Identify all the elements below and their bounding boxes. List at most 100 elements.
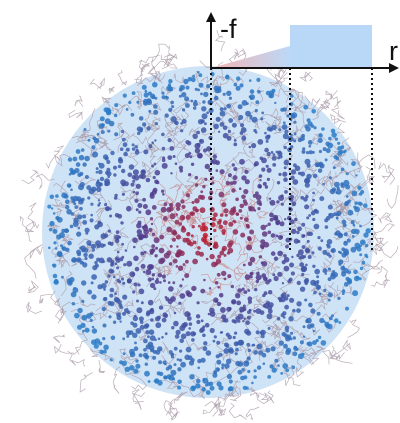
polymer-bead: [218, 385, 223, 390]
polymer-bead: [233, 229, 239, 235]
polymer-strand: [334, 340, 350, 354]
polymer-bead: [73, 196, 79, 202]
polymer-bead: [255, 191, 259, 195]
polymer-bead: [288, 316, 293, 321]
polymer-bead: [265, 225, 267, 227]
polymer-bead: [98, 221, 102, 225]
polymer-bead: [96, 182, 102, 188]
polymer-bead: [138, 211, 141, 214]
polymer-bead: [283, 177, 288, 182]
polymer-bead: [189, 212, 193, 216]
polymer-bead: [244, 170, 248, 174]
polymer-bead: [122, 138, 126, 142]
polymer-bead: [233, 143, 237, 147]
polymer-bead: [146, 178, 151, 183]
polymer-bead: [297, 226, 302, 231]
polymer-bead: [252, 344, 255, 347]
polymer-bead: [354, 229, 359, 234]
polymer-bead: [301, 223, 305, 227]
polymer-bead: [285, 336, 291, 342]
polymer-bead: [355, 174, 357, 176]
polymer-bead: [152, 273, 155, 276]
polymer-bead: [325, 142, 329, 146]
polymer-bead: [283, 121, 286, 124]
polymer-bead: [303, 255, 306, 258]
polymer-bead: [206, 390, 211, 395]
polymer-bead: [152, 356, 156, 360]
polymer-bead: [102, 337, 105, 340]
polymer-bead: [176, 265, 179, 268]
polymer-bead: [149, 329, 155, 335]
polymer-bead: [184, 96, 189, 101]
polymer-bead: [113, 321, 116, 324]
polymer-bead: [247, 316, 251, 320]
polymer-bead: [49, 221, 54, 226]
polymer-bead: [148, 228, 152, 232]
polymer-bead: [244, 202, 248, 206]
polymer-bead: [153, 287, 156, 290]
polymer-bead: [98, 199, 100, 201]
polymer-bead: [200, 93, 203, 96]
polymer-bead: [123, 142, 128, 147]
polymer-bead: [144, 92, 149, 97]
polymer-bead: [284, 160, 290, 166]
globule-background: [42, 66, 374, 398]
polymer-bead: [254, 369, 257, 372]
polymer-bead: [143, 339, 148, 344]
polymer-bead: [223, 93, 226, 96]
polymer-bead: [92, 249, 95, 252]
polymer-bead: [228, 222, 233, 227]
polymer-bead: [60, 244, 63, 247]
polymer-bead: [122, 337, 125, 340]
polymer-bead: [172, 281, 175, 284]
polymer-bead: [191, 286, 196, 291]
polymer-bead: [173, 259, 178, 264]
polymer-bead: [316, 275, 319, 278]
polymer-bead: [91, 281, 94, 284]
polymer-bead: [198, 119, 203, 124]
polymer-bead: [129, 164, 135, 170]
polymer-bead: [220, 169, 225, 174]
polymer-bead: [80, 323, 85, 328]
polymer-bead: [262, 261, 268, 267]
polymer-bead: [281, 313, 285, 317]
polymer-bead: [223, 208, 228, 213]
polymer-bead: [308, 140, 313, 145]
polymer-bead: [308, 255, 312, 259]
polymer-bead: [331, 132, 336, 137]
polymer-bead: [327, 244, 331, 248]
polymer-strand: [75, 96, 83, 106]
polymer-bead: [269, 213, 274, 218]
polymer-bead: [178, 302, 181, 305]
polymer-bead: [275, 219, 280, 224]
polymer-bead: [126, 148, 130, 152]
polymer-strand: [387, 185, 398, 208]
polymer-bead: [256, 78, 260, 82]
polymer-bead: [79, 247, 82, 250]
polymer-bead: [201, 106, 206, 111]
polymer-bead: [188, 327, 191, 330]
polymer-bead: [237, 288, 242, 293]
polymer-bead: [259, 185, 262, 188]
polymer-bead: [324, 218, 328, 222]
polymer-bead: [241, 368, 244, 371]
polymer-bead: [249, 79, 252, 82]
polymer-bead: [221, 331, 223, 333]
polymer-bead: [255, 131, 258, 134]
polymer-bead: [235, 212, 239, 216]
polymer-bead: [152, 190, 157, 195]
polymer-bead: [328, 137, 332, 141]
polymer-bead: [169, 262, 173, 266]
polymer-bead: [163, 279, 166, 282]
polymer-bead: [55, 247, 58, 250]
polymer-bead: [306, 174, 311, 179]
polymer-bead: [107, 275, 110, 278]
polymer-bead: [122, 295, 127, 300]
polymer-bead: [313, 126, 316, 129]
polymer-bead: [105, 156, 109, 160]
polymer-strand: [229, 403, 246, 420]
polymer-bead: [319, 293, 322, 296]
polymer-bead: [134, 282, 138, 286]
polymer-bead: [311, 109, 316, 114]
polymer-bead: [285, 329, 289, 333]
